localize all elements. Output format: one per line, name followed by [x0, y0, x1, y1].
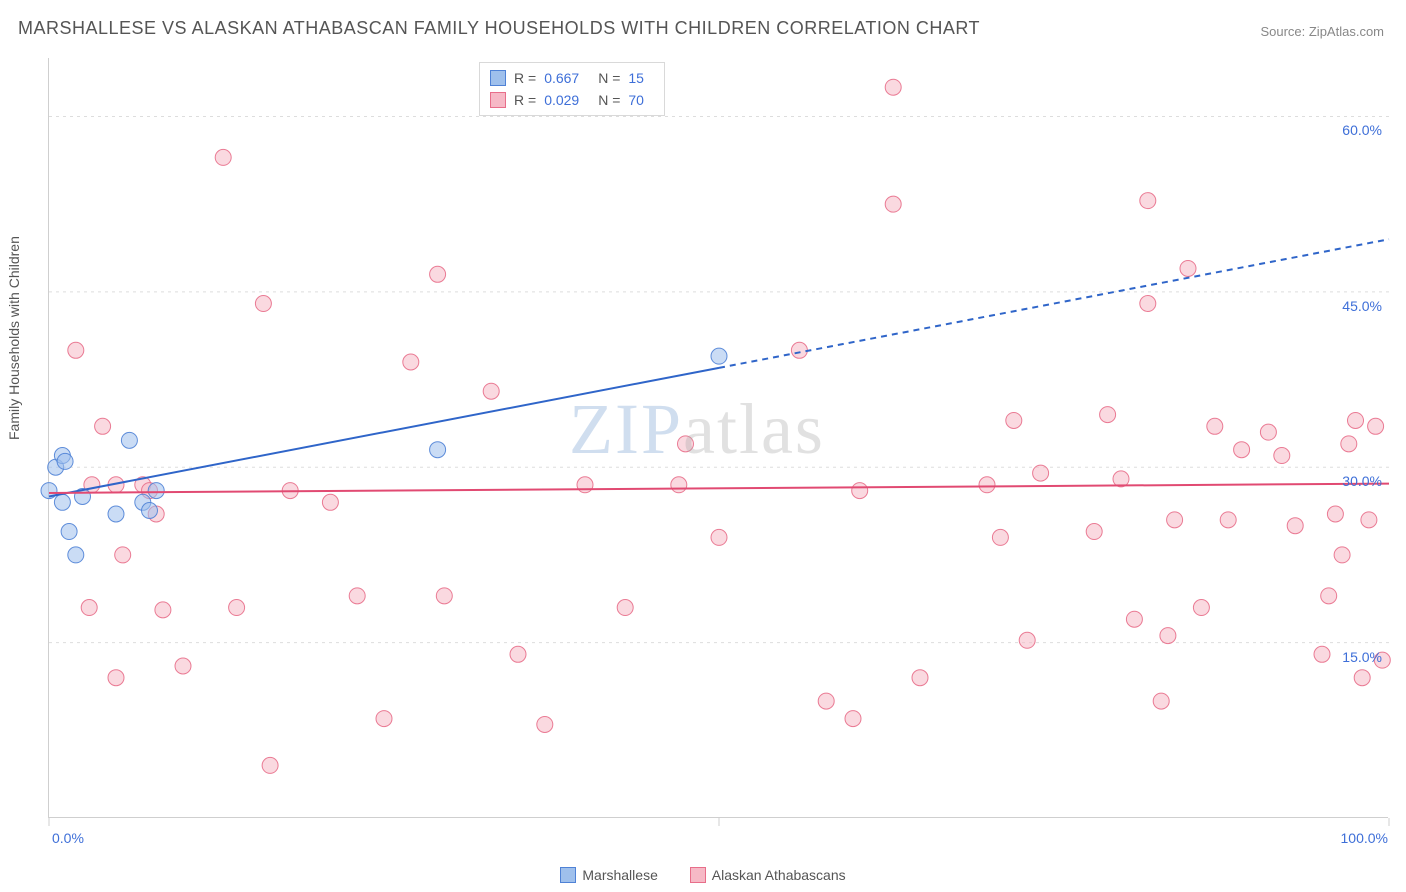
- x-tick-label: 0.0%: [52, 830, 84, 846]
- plot-svg: [49, 58, 1389, 818]
- r-value: 0.667: [544, 67, 590, 89]
- swatch-marshallese: [560, 867, 576, 883]
- y-tick-label: 15.0%: [1328, 649, 1382, 665]
- n-label: N =: [598, 67, 620, 89]
- legend-label: Alaskan Athabascans: [712, 867, 846, 883]
- legend-item-marshallese: Marshallese: [560, 867, 657, 883]
- plot-area: ZIPatlas R = 0.667 N = 15 R = 0.029 N = …: [48, 58, 1388, 818]
- y-tick-label: 30.0%: [1328, 473, 1382, 489]
- swatch-athabascan: [490, 92, 506, 108]
- x-tick-label: 100.0%: [1332, 830, 1388, 846]
- n-value: 15: [628, 67, 654, 89]
- r-value: 0.029: [544, 89, 590, 111]
- n-label: N =: [598, 89, 620, 111]
- y-axis-label: Family Households with Children: [6, 236, 22, 440]
- stats-row-marshallese: R = 0.667 N = 15: [490, 67, 654, 89]
- r-label: R =: [514, 67, 536, 89]
- r-label: R =: [514, 89, 536, 111]
- y-tick-label: 45.0%: [1328, 298, 1382, 314]
- swatch-athabascan: [690, 867, 706, 883]
- legend-label: Marshallese: [582, 867, 657, 883]
- series-legend: Marshallese Alaskan Athabascans: [0, 867, 1406, 886]
- chart-title: MARSHALLESE VS ALASKAN ATHABASCAN FAMILY…: [18, 18, 980, 39]
- stats-row-athabascan: R = 0.029 N = 70: [490, 89, 654, 111]
- stats-legend: R = 0.667 N = 15 R = 0.029 N = 70: [479, 62, 665, 116]
- legend-item-athabascan: Alaskan Athabascans: [690, 867, 846, 883]
- source-label: Source: ZipAtlas.com: [1260, 24, 1384, 39]
- y-tick-label: 60.0%: [1328, 122, 1382, 138]
- swatch-marshallese: [490, 70, 506, 86]
- n-value: 70: [628, 89, 654, 111]
